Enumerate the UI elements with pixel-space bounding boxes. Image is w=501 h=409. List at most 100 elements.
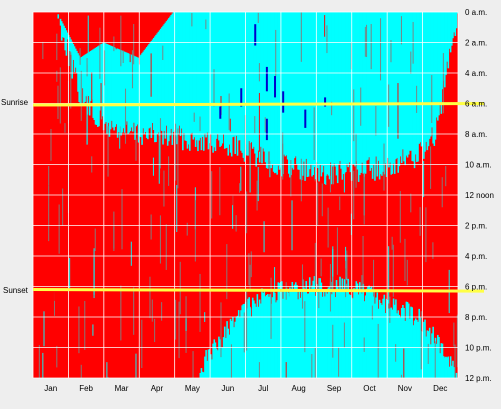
cyan-column <box>301 12 304 176</box>
cyan-column <box>335 280 338 378</box>
cyan-column <box>404 320 407 378</box>
cyan-column <box>431 12 433 128</box>
cyan-column <box>197 12 199 152</box>
noise-stripe <box>317 182 319 226</box>
cyan-column <box>369 12 372 171</box>
noise-stripe <box>120 285 122 341</box>
cyan-column <box>420 12 423 147</box>
cyan-column <box>281 281 283 378</box>
noise-stripe <box>332 166 334 215</box>
cyan-column <box>206 12 209 133</box>
noise-stripe <box>254 116 256 134</box>
noise-stripe <box>232 171 234 206</box>
cyan-column <box>122 51 125 129</box>
noise-stripe <box>35 134 37 190</box>
cyan-column <box>126 52 128 122</box>
cyan-column <box>440 343 443 378</box>
cyan-column <box>272 12 275 172</box>
cyan-column <box>357 294 360 378</box>
cyan-column <box>331 12 333 185</box>
cyan-column <box>411 307 413 378</box>
cyan-column <box>154 36 156 143</box>
noise-stripe <box>377 323 379 378</box>
noise-stripe <box>243 312 245 353</box>
cyan-column <box>227 12 230 156</box>
cyan-column <box>256 12 259 158</box>
noise-stripe <box>441 177 443 208</box>
noise-stripe <box>100 83 102 138</box>
noise-stripe <box>120 186 122 216</box>
cyan-column <box>452 12 454 39</box>
y-tick-label: 6 a.m. <box>465 100 487 109</box>
cyan-column <box>312 280 315 378</box>
noise-stripe <box>177 128 179 189</box>
noise-stripe <box>288 292 290 309</box>
cyan-column <box>98 45 100 127</box>
sunrise-line <box>32 102 485 107</box>
cyan-column <box>230 12 233 157</box>
noise-stripe <box>410 51 412 74</box>
noise-stripe <box>285 362 287 378</box>
cyan-column <box>263 12 266 152</box>
cyan-column <box>229 12 232 153</box>
cyan-column <box>251 297 254 378</box>
cyan-column <box>296 285 298 378</box>
noise-stripe <box>371 305 373 320</box>
noise-stripe <box>389 326 391 378</box>
cyan-column <box>163 24 165 131</box>
noise-stripe <box>78 306 80 354</box>
cyan-column <box>90 50 92 101</box>
cyan-column <box>77 53 79 92</box>
noise-stripe <box>118 139 120 158</box>
cyan-column <box>87 52 90 97</box>
noise-stripe <box>91 72 93 131</box>
noise-stripe <box>300 12 302 62</box>
cyan-column <box>293 12 296 159</box>
cyan-column <box>284 12 287 157</box>
noise-stripe <box>332 324 334 358</box>
noise-stripe <box>400 16 402 45</box>
noise-stripe <box>345 143 347 155</box>
cyan-column <box>431 333 433 378</box>
cyan-column <box>234 12 237 154</box>
cyan-column <box>258 12 261 163</box>
y-tick-label: 8 p.m. <box>465 313 487 322</box>
cyan-column <box>355 281 358 378</box>
noise-stripe <box>257 12 259 24</box>
cyan-column <box>166 19 169 146</box>
cyan-column <box>267 294 269 378</box>
cyan-column <box>423 12 425 159</box>
blue-mark <box>282 91 285 113</box>
cyan-column <box>73 46 76 73</box>
cyan-column <box>185 12 188 141</box>
cyan-column <box>258 299 261 378</box>
cyan-column <box>449 356 452 378</box>
cyan-column <box>218 336 220 378</box>
cyan-column <box>414 318 417 378</box>
noise-stripe <box>149 98 151 125</box>
noise-stripe <box>86 58 88 77</box>
cyan-column <box>84 54 86 102</box>
blue-mark <box>274 76 277 98</box>
cyan-column <box>226 12 228 148</box>
cyan-column <box>310 290 312 378</box>
cyan-column <box>319 12 322 165</box>
cyan-column <box>134 56 136 140</box>
cyan-column <box>64 28 67 51</box>
noise-stripe <box>241 274 243 291</box>
cyan-column <box>453 12 455 33</box>
cyan-column <box>250 12 253 143</box>
cyan-column <box>439 353 441 378</box>
noise-stripe <box>42 352 44 378</box>
cyan-column <box>353 288 355 378</box>
noise-stripe <box>431 75 433 123</box>
cyan-column <box>399 12 402 157</box>
cyan-column <box>345 283 347 378</box>
cyan-column <box>445 356 447 378</box>
noise-stripe <box>159 118 161 174</box>
cyan-column <box>313 12 316 168</box>
noise-stripe <box>86 88 88 145</box>
cyan-column <box>263 290 266 378</box>
cyan-column <box>200 368 203 378</box>
cyan-column <box>124 52 127 125</box>
